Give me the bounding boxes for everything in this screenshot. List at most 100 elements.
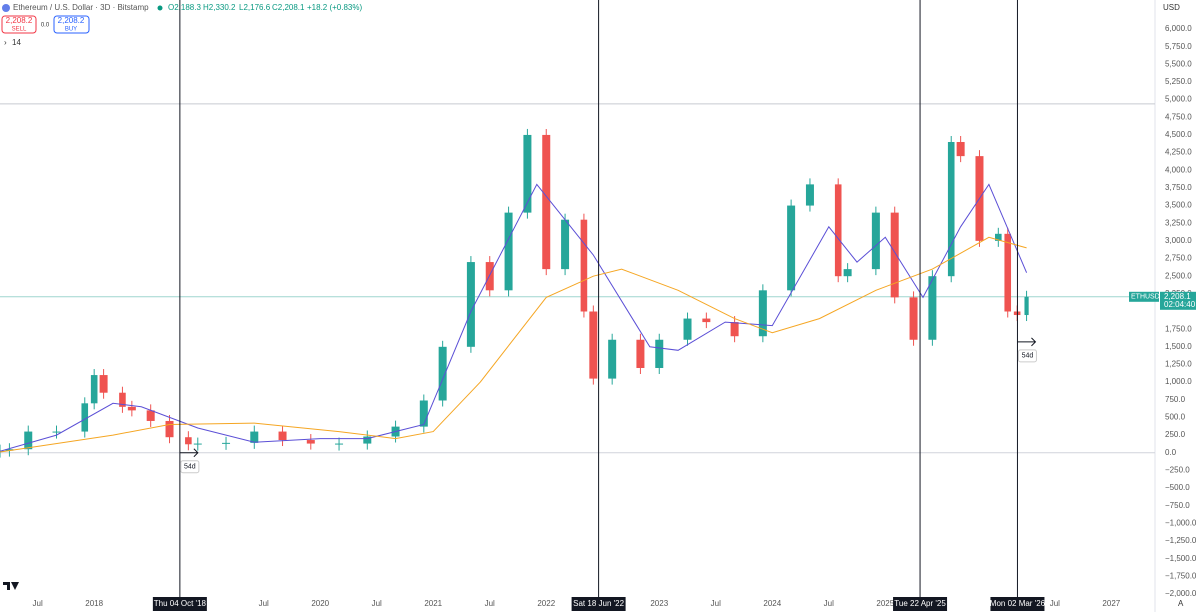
y-tick-label: 5,750.0 bbox=[1165, 42, 1192, 51]
status-dot bbox=[157, 5, 163, 11]
candle bbox=[956, 142, 965, 157]
candle bbox=[90, 375, 98, 404]
y-tick-label: 6,000.0 bbox=[1165, 24, 1192, 33]
logo bbox=[3, 582, 19, 590]
candle bbox=[758, 290, 767, 337]
price-tag-label: 2,208.1 bbox=[1164, 292, 1191, 301]
collapse-arrow[interactable]: › bbox=[4, 38, 7, 47]
candle bbox=[222, 442, 231, 444]
marker-label-box bbox=[571, 597, 626, 611]
marker-label: Mon 02 Mar '26 bbox=[990, 599, 1046, 608]
y-tick-label: −2,000.0 bbox=[1165, 589, 1197, 598]
candle bbox=[119, 392, 126, 407]
candle bbox=[146, 410, 155, 421]
y-tick-label: 3,750.0 bbox=[1165, 183, 1192, 192]
y-tick-label: 5,000.0 bbox=[1165, 95, 1192, 104]
candle bbox=[5, 449, 14, 451]
candle bbox=[834, 184, 842, 277]
candle bbox=[127, 406, 136, 411]
measure-box bbox=[180, 460, 200, 474]
candle bbox=[523, 134, 532, 213]
x-tick-label: Jul bbox=[372, 599, 382, 608]
y-tick-label: 500.0 bbox=[1165, 413, 1186, 422]
x-tick-label: Jul bbox=[824, 599, 834, 608]
x-tick-label: 2021 bbox=[424, 599, 442, 608]
sell-button[interactable] bbox=[1, 15, 37, 34]
candle bbox=[787, 205, 796, 291]
candle bbox=[890, 212, 899, 298]
x-tick-label: 2018 bbox=[85, 599, 103, 608]
x-tick-label: Jul bbox=[33, 599, 43, 608]
y-tick-label: −1,500.0 bbox=[1165, 554, 1197, 563]
marker-label-box bbox=[893, 597, 948, 611]
candle bbox=[438, 346, 447, 401]
measure-box bbox=[1017, 349, 1037, 363]
marker-label: Thu 04 Oct '18 bbox=[154, 599, 207, 608]
ohlc-low: L2,176.6 bbox=[239, 3, 271, 12]
sell-price: 2,208.2 bbox=[6, 16, 33, 25]
x-tick-label: 2024 bbox=[763, 599, 781, 608]
x-tick-label: 2025 bbox=[876, 599, 894, 608]
measure-arrow bbox=[179, 448, 199, 458]
candle bbox=[947, 142, 955, 277]
candle bbox=[589, 311, 598, 379]
candle bbox=[165, 420, 174, 438]
y-tick-label: 250.0 bbox=[1165, 430, 1186, 439]
candle bbox=[504, 212, 513, 291]
y-tick-label: 3,000.0 bbox=[1165, 236, 1192, 245]
candle bbox=[52, 431, 61, 433]
candle bbox=[363, 436, 372, 444]
candle bbox=[306, 440, 315, 444]
y-tick-label: −250.0 bbox=[1165, 466, 1190, 475]
moving-average bbox=[0, 236, 1027, 453]
marker-label: Tue 22 Apr '25 bbox=[894, 599, 946, 608]
candle bbox=[702, 318, 711, 323]
x-tick-label: 2023 bbox=[650, 599, 668, 608]
candle bbox=[419, 400, 428, 427]
y-tick-label: 2,750.0 bbox=[1165, 254, 1192, 263]
scale-mode[interactable]: A bbox=[1178, 599, 1184, 608]
y-tick-label: 1,500.0 bbox=[1165, 342, 1192, 351]
candle bbox=[185, 437, 192, 445]
y-tick-label: 4,250.0 bbox=[1165, 148, 1192, 157]
candle bbox=[1024, 296, 1029, 316]
y-tick-label: −750.0 bbox=[1165, 501, 1190, 510]
buy-button[interactable] bbox=[53, 15, 90, 34]
buy-label: BUY bbox=[65, 27, 77, 33]
candle bbox=[995, 233, 1002, 241]
candle bbox=[805, 184, 814, 206]
y-tick-label: 0.0 bbox=[1165, 448, 1177, 457]
candle bbox=[636, 339, 645, 368]
y-tick-label: 4,000.0 bbox=[1165, 165, 1192, 174]
ohlc-close: C2,208.1 bbox=[272, 3, 305, 12]
spread: 0.0 bbox=[41, 23, 50, 29]
sell-label: SELL bbox=[12, 27, 27, 33]
x-tick-label: Jul bbox=[485, 599, 495, 608]
x-tick-label: 2022 bbox=[537, 599, 555, 608]
marker-label: Sat 18 Jun '22 bbox=[573, 599, 624, 608]
candle bbox=[608, 339, 617, 379]
x-tick-label: 2027 bbox=[1102, 599, 1120, 608]
y-tick-label: −500.0 bbox=[1165, 483, 1190, 492]
candle bbox=[24, 431, 33, 450]
candle bbox=[250, 431, 259, 443]
y-tick-label: −1,250.0 bbox=[1165, 536, 1197, 545]
symbol-tag bbox=[1129, 291, 1159, 302]
coin-icon bbox=[2, 4, 10, 12]
y-tick-label: 4,500.0 bbox=[1165, 130, 1192, 139]
candle bbox=[81, 403, 89, 432]
candle bbox=[909, 297, 918, 340]
candle bbox=[99, 375, 108, 393]
y-tick-label: 4,750.0 bbox=[1165, 112, 1192, 121]
candle bbox=[466, 262, 475, 347]
symbol-title: Ethereum / U.S. Dollar · 3D · Bitstamp bbox=[13, 3, 149, 12]
x-tick-label: Jul bbox=[711, 599, 721, 608]
y-tick-label: 1,750.0 bbox=[1165, 324, 1192, 333]
y-tick-label: 5,500.0 bbox=[1165, 59, 1192, 68]
candle bbox=[655, 339, 664, 368]
candle bbox=[928, 276, 937, 340]
candle bbox=[843, 269, 852, 277]
x-tick-label: Jul bbox=[1050, 599, 1060, 608]
